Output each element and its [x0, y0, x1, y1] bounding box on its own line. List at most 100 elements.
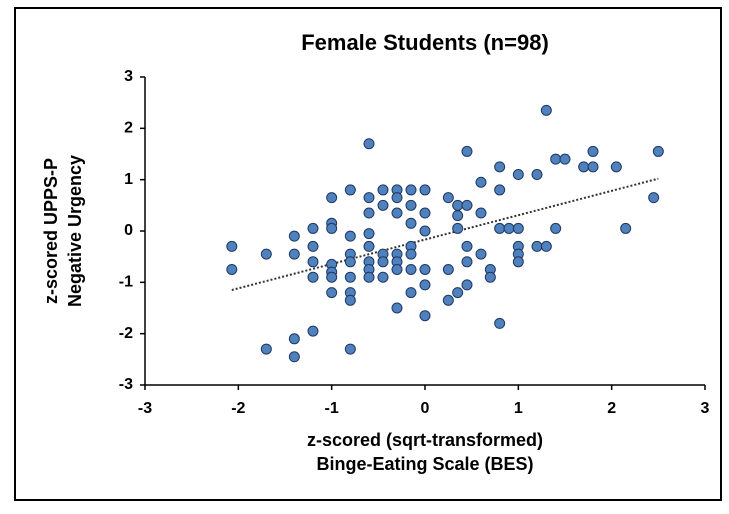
point [363, 207, 375, 219]
x-axis-label: Binge-Eating Scale (BES) [316, 454, 533, 474]
point [260, 343, 272, 355]
point [377, 271, 389, 283]
point [344, 343, 356, 355]
point [475, 248, 487, 260]
point [512, 169, 524, 181]
point [326, 222, 338, 234]
point [405, 184, 417, 196]
y-axis-label: Negative Urgency [65, 155, 85, 307]
point [363, 228, 375, 240]
point [540, 240, 552, 252]
point [475, 176, 487, 188]
point [288, 248, 300, 260]
point [610, 161, 622, 173]
point [405, 287, 417, 299]
point [288, 230, 300, 242]
point [512, 222, 524, 234]
point [307, 256, 319, 268]
point [461, 256, 473, 268]
y-tick-label: 0 [124, 222, 133, 239]
point [307, 240, 319, 252]
point [442, 294, 454, 306]
point [461, 145, 473, 157]
point [405, 199, 417, 211]
x-tick-label: 1 [514, 400, 523, 417]
point [442, 192, 454, 204]
point [484, 271, 496, 283]
point [475, 207, 487, 219]
point [452, 199, 464, 211]
point [452, 210, 464, 222]
point [419, 310, 431, 322]
point [363, 240, 375, 252]
trend-line [231, 177, 659, 292]
point [363, 192, 375, 204]
point [494, 222, 506, 234]
point [377, 256, 389, 268]
point [377, 184, 389, 196]
point [377, 199, 389, 211]
chart-title: Female Students (n=98) [301, 30, 549, 55]
point [344, 230, 356, 242]
point [391, 264, 403, 275]
point [288, 351, 300, 363]
x-tick-label: 3 [701, 400, 710, 417]
point [363, 138, 375, 150]
point [405, 217, 417, 229]
point [344, 294, 356, 306]
point [363, 271, 375, 283]
point [652, 145, 664, 157]
frame [14, 7, 722, 501]
point [419, 207, 431, 219]
point [405, 248, 417, 260]
point [391, 207, 403, 219]
x-tick-label: 0 [421, 400, 430, 417]
x-tick-label: -1 [325, 400, 339, 417]
x-axis-label: z-scored (sqrt-transformed) [307, 430, 543, 450]
point [226, 240, 238, 252]
y-tick-label: -3 [119, 376, 133, 393]
point [288, 333, 300, 345]
point [405, 264, 417, 275]
point [419, 225, 431, 237]
point [226, 264, 238, 275]
point [494, 184, 506, 196]
point [326, 192, 338, 204]
point [461, 240, 473, 252]
y-tick-label: -1 [119, 274, 133, 291]
point [307, 271, 319, 283]
point [344, 271, 356, 283]
point [587, 161, 599, 173]
point [326, 271, 338, 283]
point [260, 248, 272, 260]
x-tick-label: 2 [607, 400, 616, 417]
point [307, 325, 319, 337]
y-tick-label: 3 [124, 68, 133, 85]
point [531, 169, 543, 181]
point [587, 145, 599, 157]
point [559, 153, 571, 165]
point [494, 317, 506, 329]
point [419, 279, 431, 291]
point [326, 287, 338, 299]
point [442, 264, 454, 275]
point [391, 192, 403, 204]
point [461, 279, 473, 291]
point [512, 256, 524, 268]
y-axis-label: z-scored UPPS-P [41, 158, 61, 304]
point [452, 287, 464, 299]
point [307, 222, 319, 234]
point [494, 161, 506, 173]
point [419, 184, 431, 196]
x-tick-label: -3 [138, 400, 152, 417]
x-tick-label: -2 [231, 400, 245, 417]
point [540, 104, 552, 116]
point [578, 161, 590, 173]
point [550, 222, 562, 234]
point [461, 199, 473, 211]
point [344, 256, 356, 268]
point [503, 222, 515, 234]
point [391, 302, 403, 314]
y-tick-label: -2 [119, 325, 133, 342]
